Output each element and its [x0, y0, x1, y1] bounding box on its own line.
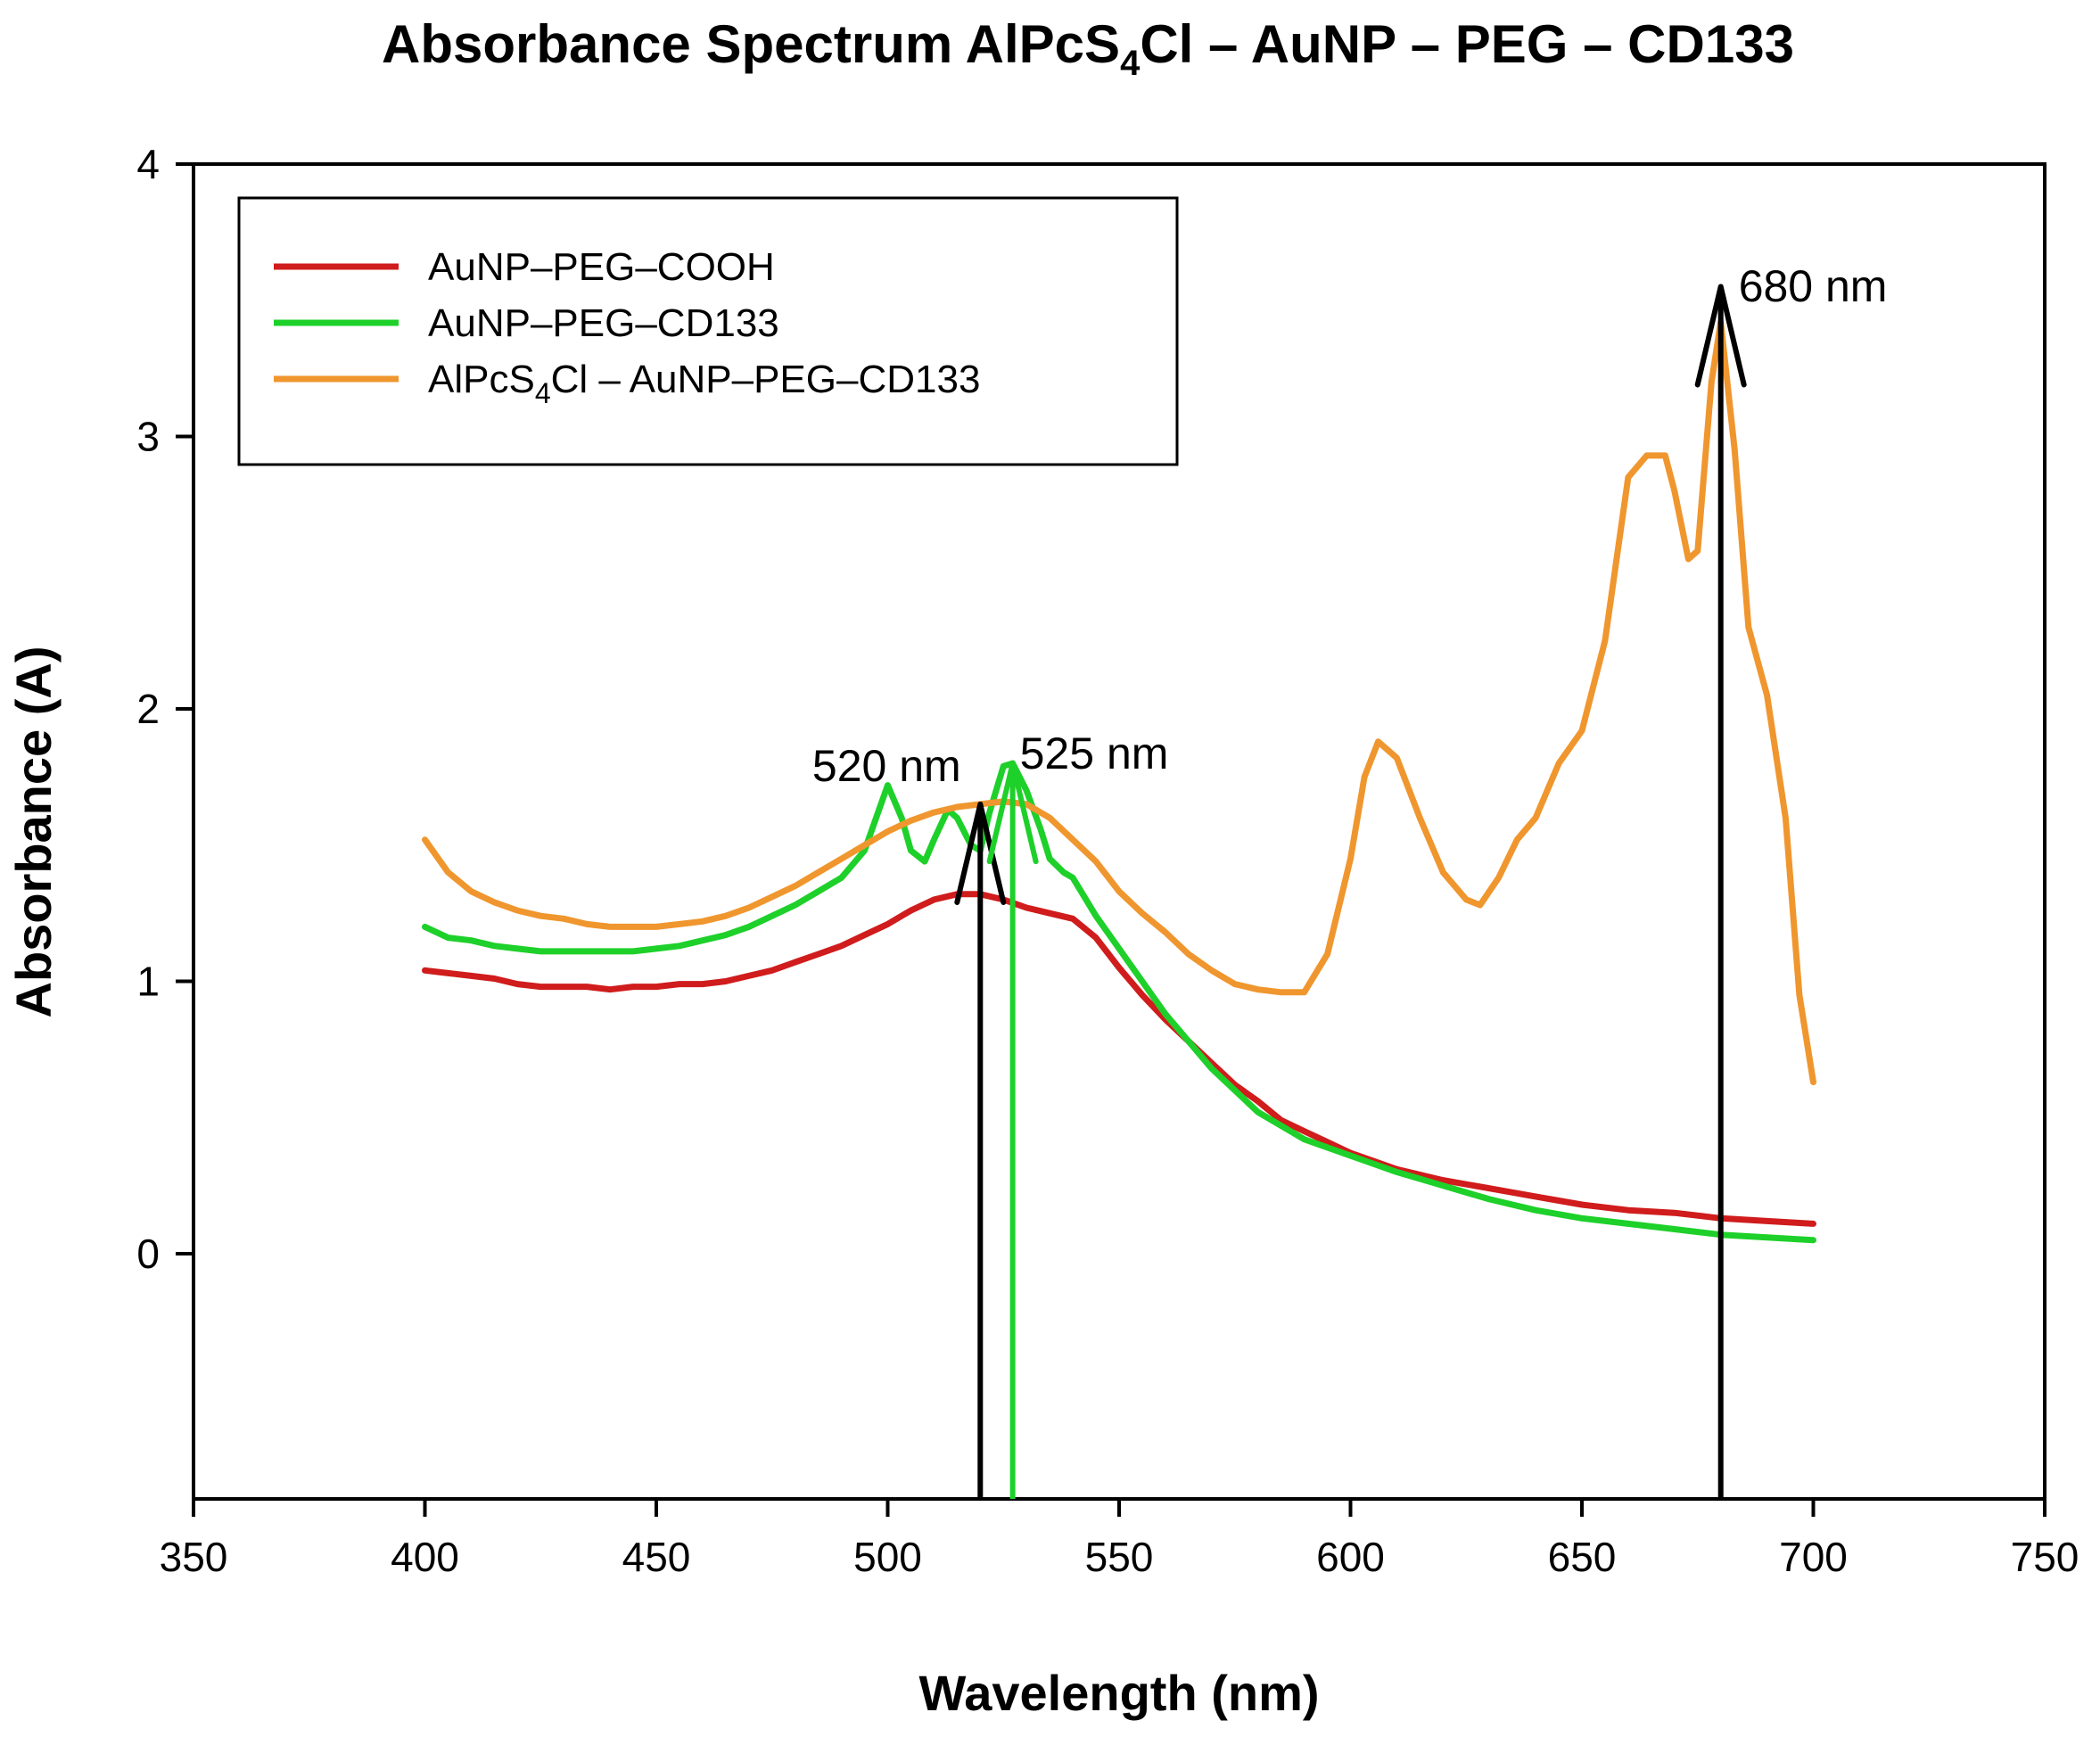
legend-label: AlPcS4Cl – AuNP–PEG–CD133 [428, 358, 980, 409]
x-tick-label: 450 [622, 1534, 691, 1580]
chart-title-main: Absorbance Spectrum AlPcS [382, 14, 1120, 74]
legend-label-main: AuNP–PEG–COOH [428, 245, 775, 289]
x-tick-label: 350 [160, 1534, 228, 1580]
series-line-3 [422, 318, 1816, 1086]
y-axis: 0 1 2 3 4 [136, 141, 194, 1277]
series-line-2 [422, 760, 1816, 1244]
peak-label: 525 nm [1020, 729, 1169, 778]
chart-title-subscript: 4 [1120, 44, 1141, 83]
legend-box [237, 196, 1179, 466]
legend-label-main: AlPcS [428, 358, 535, 401]
legend-label: AuNP–PEG–CD133 [428, 301, 779, 345]
peak-arrow-head [986, 761, 1039, 865]
x-tick-label: 400 [391, 1534, 459, 1580]
legend: AuNP–PEG–COOH AuNP–PEG–CD133 AlPcS4Cl – Au… [237, 196, 1179, 466]
legend-label-main: AuNP–PEG–CD133 [428, 301, 779, 345]
x-tick-label: 500 [853, 1534, 922, 1580]
chart-title: Absorbance Spectrum AlPcS4Cl – AuNP – PE… [382, 14, 1794, 83]
peak-label: 520 nm [812, 741, 961, 791]
y-tick-label: 0 [136, 1231, 160, 1277]
x-tick-label: 700 [1779, 1534, 1848, 1580]
y-tick-label: 4 [136, 141, 160, 187]
x-tick-label: 650 [1548, 1534, 1617, 1580]
y-tick-label: 3 [136, 414, 160, 460]
legend-label-subscript: 4 [535, 377, 551, 409]
y-axis-label: Absorbance (A) [5, 646, 62, 1018]
legend-label-suffix: Cl – AuNP–PEG–CD133 [551, 358, 981, 401]
x-axis-label: Wavelength (nm) [918, 1665, 1319, 1721]
y-tick-label: 2 [136, 686, 160, 732]
x-tick-label: 600 [1316, 1534, 1385, 1580]
chart-title-suffix: Cl – AuNP – PEG – CD133 [1140, 14, 1794, 74]
x-tick-label: 750 [2011, 1534, 2079, 1580]
peak-arrow-head [954, 801, 1007, 905]
peak-label: 680 nm [1739, 261, 1888, 311]
y-tick-label: 1 [136, 959, 160, 1005]
x-tick-label: 550 [1085, 1534, 1154, 1580]
legend-label: AuNP–PEG–COOH [428, 245, 775, 289]
peak-arrow-head [1694, 284, 1747, 388]
x-axis: 350 400 450 500 550 600 650 700 750 [160, 1499, 2079, 1580]
annotations: 520 nm 525 nm 680 nm [812, 261, 1888, 1499]
